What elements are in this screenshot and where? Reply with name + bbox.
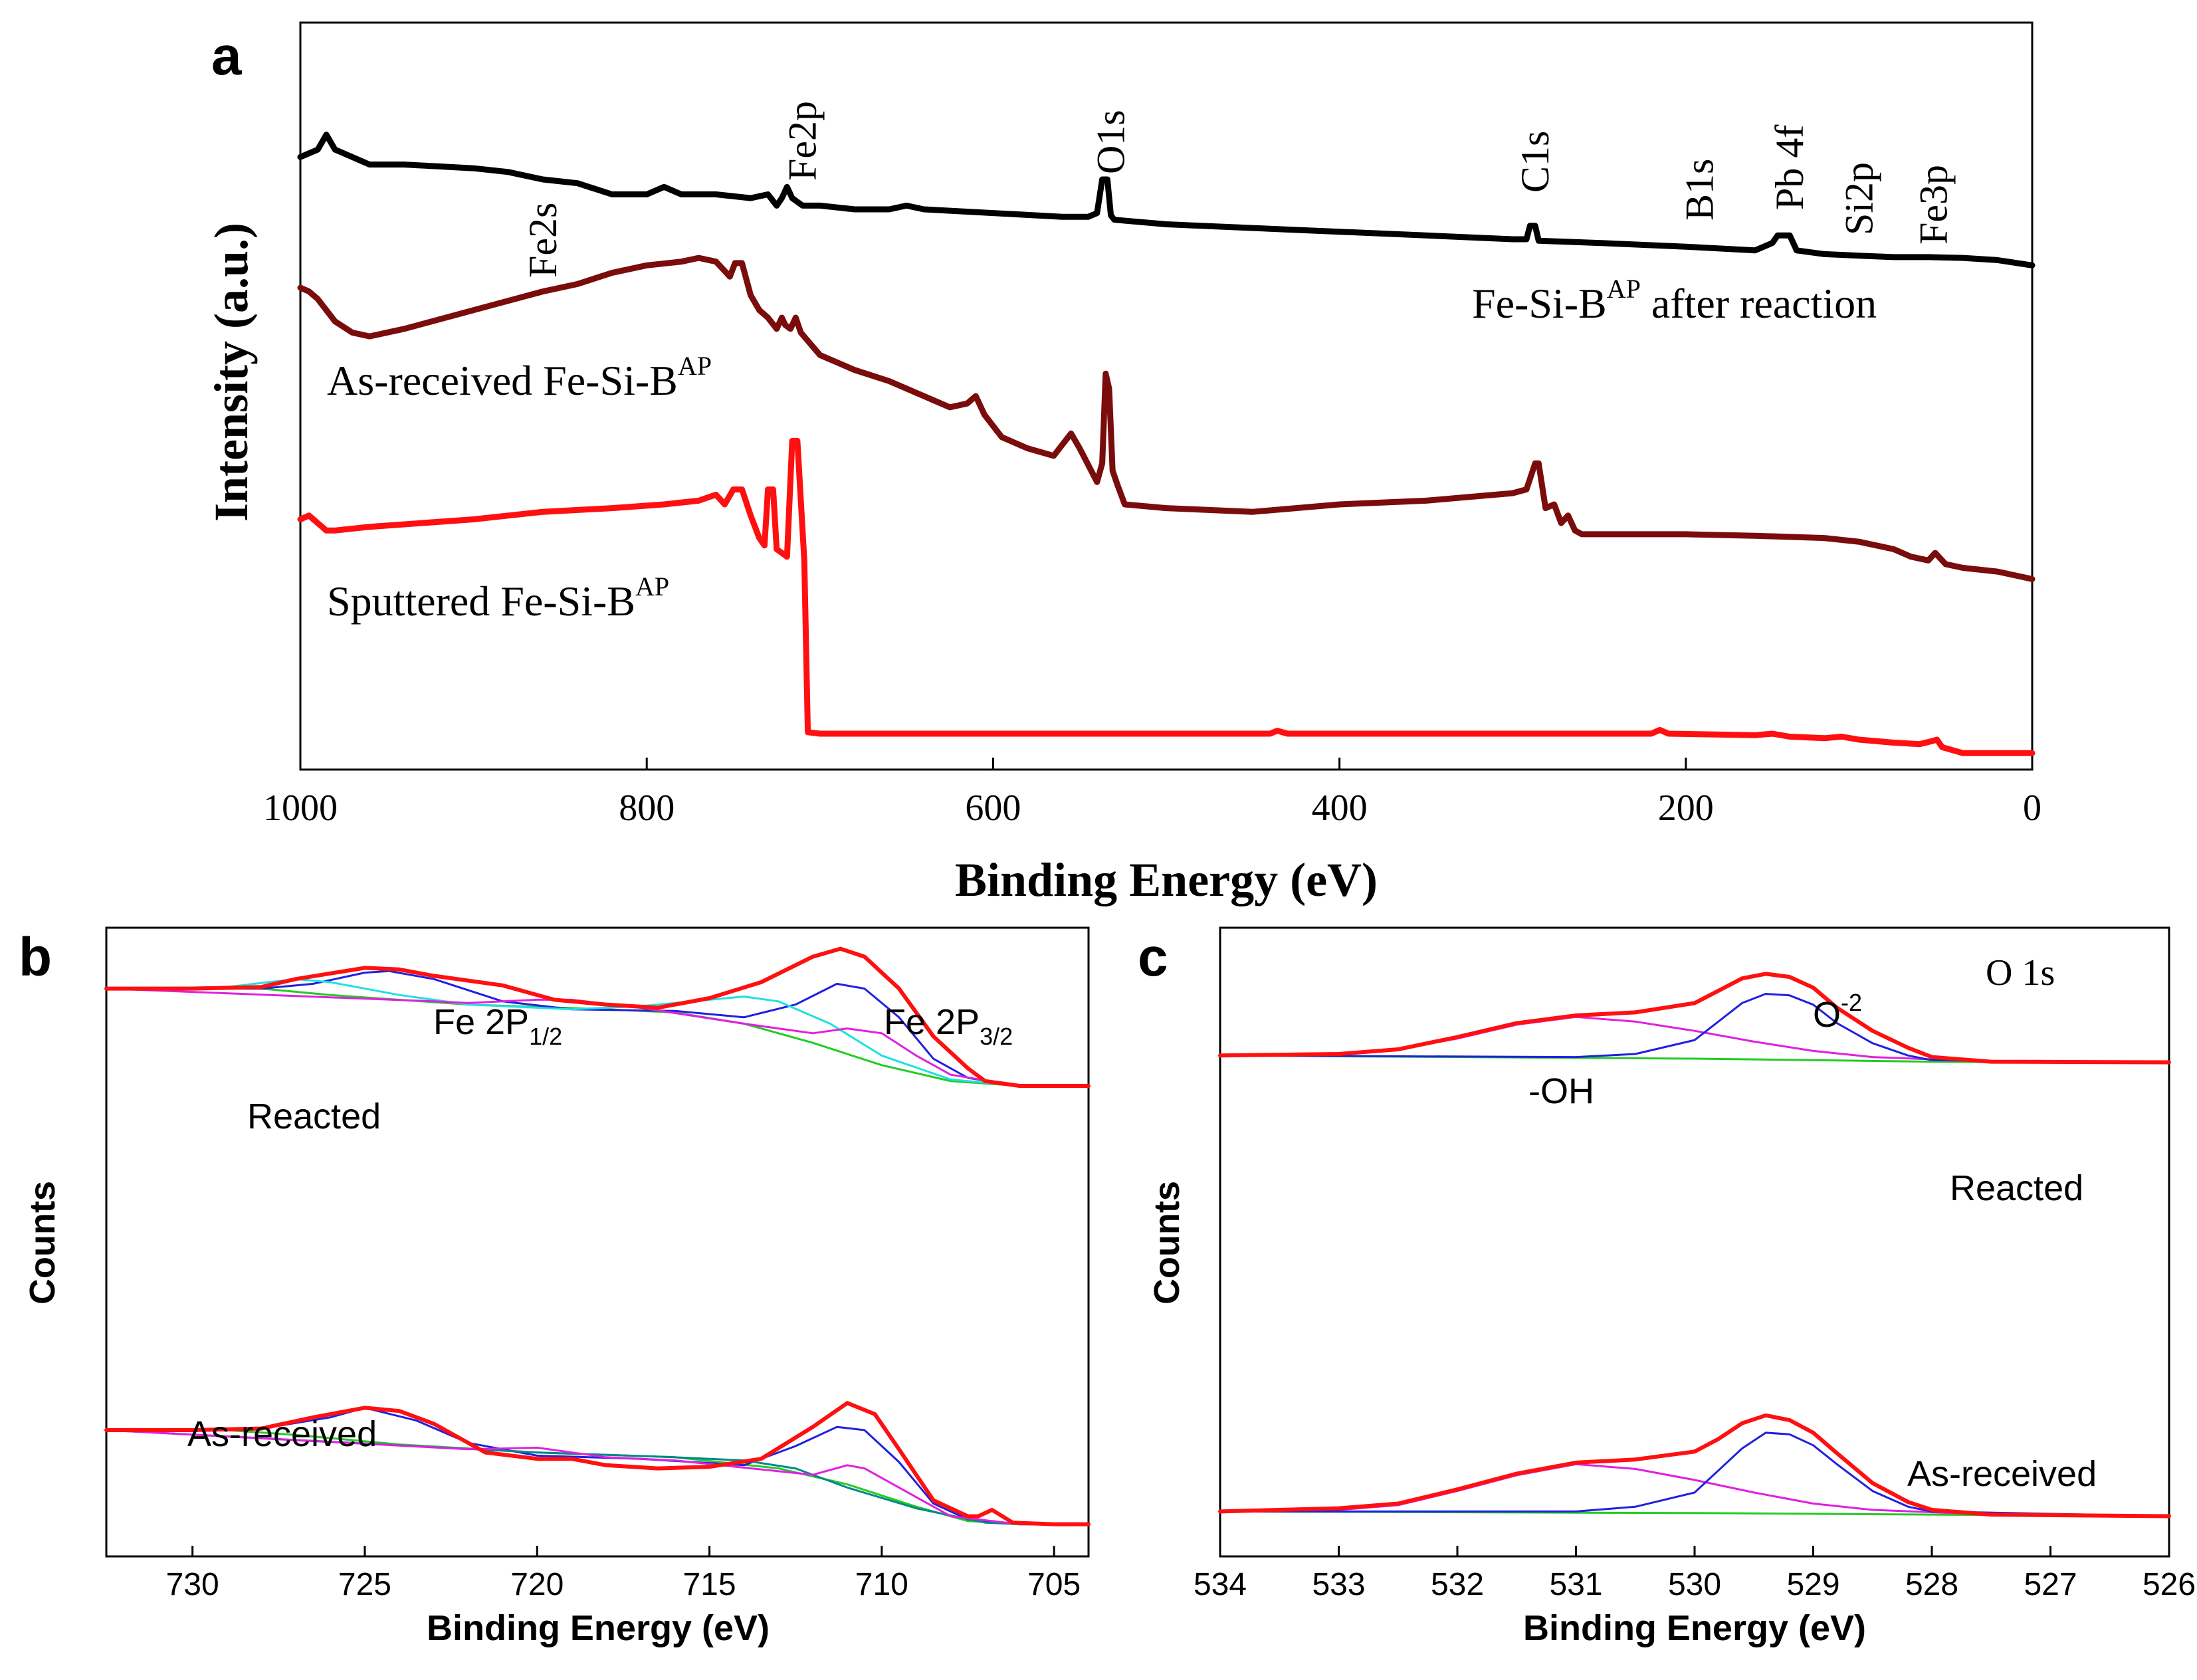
panel-c-series: [1218, 972, 2171, 1519]
peak-annotation: C1s: [1513, 131, 1557, 193]
peak-label-fe2p32-text: Fe 2P: [884, 1002, 980, 1042]
series-line-fit2: [105, 978, 1090, 1087]
panel-a-label: a: [211, 26, 243, 86]
peak-annotation: Fe2p: [781, 101, 825, 181]
legend-after-reaction: Fe-Si-BAP after reaction: [1472, 274, 1877, 327]
panel-c: c 534 533 532 531 530 529 528 527 526 Counts Bin…: [1138, 926, 2196, 1648]
x-tick-label: 534: [1194, 1567, 1247, 1602]
x-tick-label: 0: [2023, 788, 2041, 829]
peak-annotation: Si2p: [1837, 162, 1881, 235]
series-line-envelope: [1218, 1413, 2171, 1519]
panel-a-x-axis-label: Binding Energy (eV): [955, 853, 1378, 906]
legend-after-reaction-text: Fe-Si-B: [1472, 280, 1607, 327]
series-line-O2-: [1219, 993, 2170, 1065]
legend-sputtered: Sputtered Fe-Si-BAP: [327, 572, 669, 625]
panel-a-y-axis-label: Intensity (a.u.): [205, 223, 258, 522]
x-tick-label: 531: [1549, 1567, 1602, 1602]
panel-a-x-ticks: 1000 800 600 400 200 0: [263, 758, 2041, 829]
series-line-O2-: [1219, 1431, 2170, 1517]
panel-a-series: [297, 132, 2036, 756]
x-tick-label: 720: [510, 1567, 564, 1602]
legend-after-reaction-sup: AP: [1607, 274, 1641, 304]
peak-annotation: Fe2s: [521, 203, 565, 278]
peak-annotation: B1s: [1678, 159, 1722, 221]
x-tick-label: 400: [1312, 788, 1368, 829]
panel-b-label-reacted: Reacted: [247, 1097, 381, 1136]
legend-as-received-sup: AP: [678, 351, 712, 381]
series-line-fit1: [105, 970, 1090, 1087]
x-tick-label: 527: [2024, 1567, 2077, 1602]
x-tick-label: 530: [1668, 1567, 1721, 1602]
peak-label-o2-sup: -2: [1841, 989, 1862, 1016]
panel-b-x-ticks: 730 725 720 715 710 705: [166, 1546, 1081, 1602]
legend-as-received-text: As-received Fe-Si-B: [327, 357, 678, 404]
legend-sputtered-sup: AP: [635, 572, 669, 601]
panel-b-x-axis-label: Binding Energy (eV): [427, 1608, 770, 1648]
series-line-1: [297, 255, 2036, 582]
series-line-fit3: [105, 988, 1090, 1087]
legend-as-received: As-received Fe-Si-BAP: [327, 351, 712, 404]
legend-after-reaction-suffix: after reaction: [1641, 280, 1877, 327]
panel-c-label-reacted: Reacted: [1950, 1168, 2083, 1208]
peak-label-oh: -OH: [1528, 1071, 1594, 1111]
panel-a: a 1000 800 600 400 200 0 Fe2s Fe2p O1s C1s B1s Pb …: [205, 21, 2041, 906]
x-tick-label: 725: [338, 1567, 391, 1602]
panel-b-label: b: [19, 927, 52, 988]
panel-a-annotations: Fe2s Fe2p O1s C1s B1s Pb 4f Si2p Fe3p: [521, 101, 1956, 278]
series-line-envelope: [104, 1401, 1091, 1526]
peak-label-fe2p12-sub: 1/2: [529, 1023, 562, 1050]
peak-annotation: O1s: [1089, 110, 1133, 174]
x-tick-label: 529: [1786, 1567, 1839, 1602]
panel-a-plot-frame: [299, 21, 2034, 771]
series-line-envelope: [104, 946, 1091, 1088]
legend-sputtered-text: Sputtered Fe-Si-B: [327, 578, 635, 625]
panel-c-label: c: [1138, 927, 1168, 988]
x-tick-label: 600: [965, 788, 1021, 829]
x-tick-label: 730: [166, 1567, 219, 1602]
series-line-0: [297, 132, 2036, 268]
panel-c-y-axis-label: Counts: [1147, 1181, 1187, 1305]
peak-label-fe2p32: Fe 2P3/2: [884, 1002, 1013, 1050]
x-tick-label: 533: [1312, 1567, 1365, 1602]
x-tick-label: 705: [1027, 1567, 1081, 1602]
x-tick-label: 200: [1658, 788, 1714, 829]
x-tick-label: 1000: [263, 788, 338, 829]
x-tick-label: 710: [855, 1567, 908, 1602]
x-tick-label: 526: [2143, 1567, 2196, 1602]
panel-b-y-axis-label: Counts: [23, 1181, 62, 1305]
peak-annotation: Pb 4f: [1768, 125, 1812, 210]
peak-label-fe2p32-sub: 3/2: [980, 1023, 1013, 1050]
panel-c-x-ticks: 534 533 532 531 530 529 528 527 526: [1194, 1546, 2196, 1602]
peak-label-o2: O-2: [1813, 989, 1862, 1035]
panel-b-series: [104, 946, 1091, 1526]
series-line-fit3: [105, 1429, 1090, 1526]
x-tick-label: 715: [682, 1567, 736, 1602]
x-tick-label: 532: [1431, 1567, 1484, 1602]
panel-b-plot-frame: [105, 926, 1090, 1558]
series-line-envelope: [1218, 972, 2171, 1065]
series-line-2: [297, 437, 2036, 756]
peak-label-fe2p12: Fe 2P1/2: [433, 1002, 562, 1050]
series-line-fit2: [105, 1429, 1090, 1526]
x-tick-label: 800: [619, 788, 675, 829]
panel-c-title-o1s: O 1s: [1986, 952, 2055, 994]
peak-annotation: Fe3p: [1911, 165, 1955, 245]
x-tick-label: 528: [1905, 1567, 1958, 1602]
peak-label-fe2p12-text: Fe 2P: [433, 1002, 529, 1042]
panel-c-x-axis-label: Binding Energy (eV): [1523, 1608, 1866, 1648]
panel-c-label-as-received: As-received: [1907, 1454, 2097, 1494]
peak-label-o2-text: O: [1813, 995, 1841, 1035]
panel-b: b 730 725 720 715 710 705 Counts Binding Ener…: [19, 926, 1091, 1648]
panel-b-label-as-received: As-received: [187, 1414, 377, 1454]
